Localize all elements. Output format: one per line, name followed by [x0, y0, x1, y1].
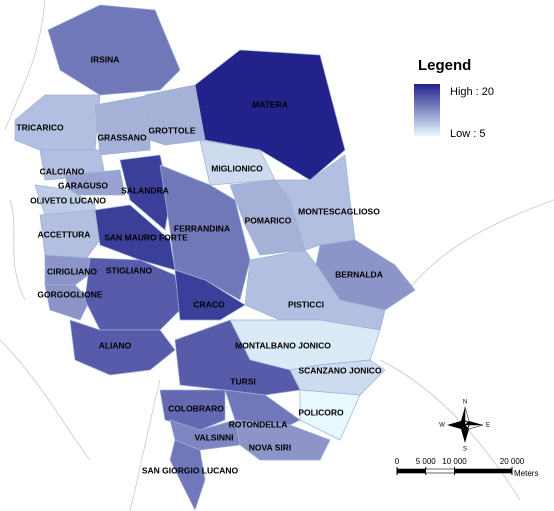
- compass: N S E W: [439, 400, 490, 453]
- region: [47, 4, 181, 96]
- region-label: ALIANO: [99, 340, 132, 350]
- compass-e: E: [486, 423, 490, 429]
- region-label: CIRIGLIANO: [47, 266, 97, 276]
- compass-s: S: [463, 447, 467, 453]
- region: [244, 249, 386, 331]
- region-label: GORGOGLIONE: [37, 289, 103, 299]
- compass-w: W: [439, 423, 445, 429]
- legend-gradient: [414, 84, 440, 136]
- scale-unit: Meters: [514, 469, 538, 478]
- legend-title: Legend: [418, 57, 471, 74]
- region: [194, 49, 346, 181]
- legend-low: Low : 5: [450, 128, 485, 140]
- region: [174, 319, 301, 396]
- region-label: SAN GIORGIO LUCANO: [142, 465, 239, 475]
- scale-tick-label: 0: [395, 457, 400, 466]
- compass-n: N: [463, 400, 467, 406]
- region-label: OLIVETO LUCANO: [30, 195, 106, 205]
- scale-tick-label: 5 000: [416, 457, 437, 466]
- region: [39, 209, 101, 261]
- region: [69, 319, 176, 376]
- region: [169, 439, 206, 511]
- region-label: PISTICCI: [288, 299, 324, 309]
- scale-segment: [454, 468, 513, 474]
- region-label: COLOBRARO: [168, 403, 224, 413]
- region: [64, 169, 126, 196]
- region: [299, 389, 361, 441]
- region-label: BERNALDA: [335, 269, 383, 279]
- region-label: STIGLIANO: [106, 265, 153, 275]
- region-label: ACCETTURA: [38, 229, 91, 239]
- region-label: SALANDRA: [121, 185, 169, 195]
- region: [234, 419, 331, 461]
- scale-bar: 0 5 000 10 000 20 000: [395, 457, 525, 475]
- region: [224, 389, 301, 426]
- region: [94, 94, 151, 156]
- region-label: CALCIANO: [40, 166, 85, 176]
- region-label: MATERA: [252, 99, 288, 109]
- region: [44, 254, 96, 286]
- region-label: GRASSANO: [97, 132, 147, 142]
- region-label: GROTTOLE: [148, 125, 195, 135]
- scale-segment: [425, 468, 455, 474]
- region-label: IRSINA: [91, 54, 120, 64]
- region-label: GARAGUSO: [58, 180, 108, 190]
- region-label: SAN MAURO FORTE: [104, 232, 188, 242]
- region-label: MONTALBANO JONICO: [235, 340, 331, 350]
- region-label: SCANZANO JONICO: [298, 365, 382, 375]
- legend-high: High : 20: [450, 86, 494, 98]
- regions: [14, 4, 416, 511]
- region: [159, 164, 251, 301]
- scale-segment: [396, 468, 427, 474]
- region: [144, 84, 206, 146]
- region: [84, 257, 181, 331]
- region-label: MIGLIONICO: [211, 163, 263, 173]
- scale-tick-label: 20 000: [500, 457, 525, 466]
- region-label: POMARICO: [245, 215, 292, 225]
- region-label: POLICORO: [298, 407, 344, 417]
- region-label: TRICARICO: [16, 122, 64, 132]
- scale-tick-label: 10 000: [442, 457, 467, 466]
- region: [159, 389, 226, 431]
- region-label: TURSI: [230, 376, 256, 386]
- region: [174, 269, 246, 321]
- region-label: ROTONDELLA: [229, 419, 288, 429]
- region-label: MONTESCAGLIOSO: [298, 206, 380, 216]
- region-label: CRACO: [193, 299, 225, 309]
- region: [44, 284, 91, 321]
- region-label: FERRANDINA: [174, 223, 230, 233]
- region-label: NOVA SIRI: [249, 442, 292, 452]
- region-label: VALSINNI: [194, 432, 233, 442]
